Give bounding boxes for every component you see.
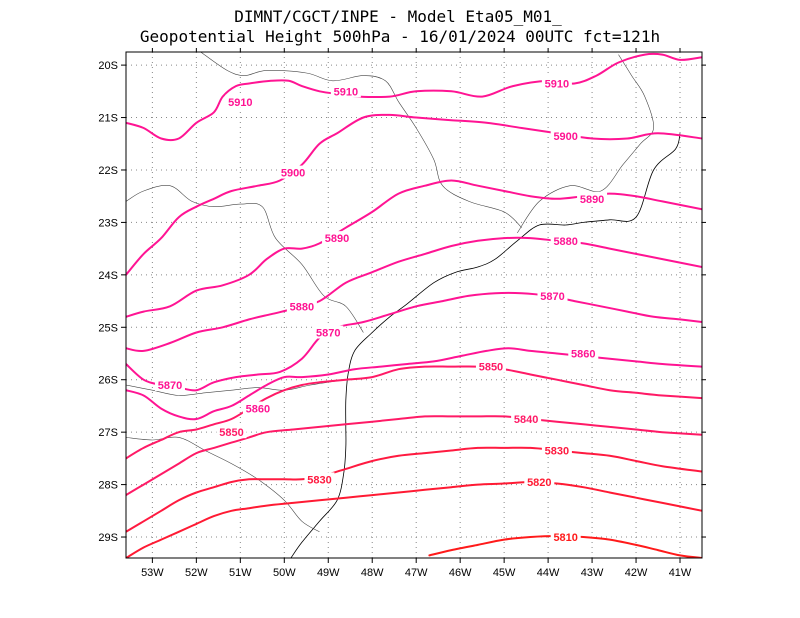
title-line-1: DIMNT/CGCT/INPE - Model Eta05_M01_ <box>234 7 562 26</box>
contour-label-bg <box>225 94 256 108</box>
contour-label-bg <box>524 474 555 488</box>
latitude-axis: 20S 21S 22S 23S 24S 25S 26S 27S 28S 29S <box>98 60 706 544</box>
lon-tick-label: 53W <box>141 567 164 579</box>
contour-label-5900: 5900 <box>553 131 577 143</box>
lon-tick-label: 50W <box>273 567 296 579</box>
contour-label-5880: 5880 <box>553 236 577 248</box>
lat-tick-label: 25S <box>98 322 118 334</box>
contour-5870 <box>126 291 702 392</box>
lat-tick-label: 27S <box>98 427 118 439</box>
contour-label-5880: 5880 <box>290 301 314 313</box>
contour-5850 <box>126 365 702 460</box>
contour-label-bg <box>550 530 581 544</box>
contour-5910 <box>126 52 702 142</box>
lat-lon-grid <box>126 52 702 558</box>
contour-label-bg <box>577 191 608 205</box>
lon-tick-label: 43W <box>581 567 604 579</box>
state-border <box>126 379 346 396</box>
contour-label-bg <box>537 288 568 302</box>
lon-tick-label: 41W <box>669 567 692 579</box>
lat-tick-label: 28S <box>98 480 118 492</box>
contour-label-bg <box>313 325 344 339</box>
longitude-axis: 53W 52W 51W 50W 49W 48W 47W 46W 45W 44W 43W 42W 41W <box>141 48 692 579</box>
contour-label-5860: 5860 <box>571 349 595 361</box>
contour-label-5850: 5850 <box>219 427 243 439</box>
contour-labels: 5910 5910 5910 5900 5900 5890 5890 5880 5880 5870… <box>154 76 608 544</box>
contour-label-5870: 5870 <box>158 380 182 392</box>
height-contours <box>126 52 702 558</box>
contour-label-bg <box>216 425 247 439</box>
lon-tick-label: 49W <box>317 567 340 579</box>
contour-label-bg <box>322 231 353 245</box>
contour-label-5860: 5860 <box>246 404 270 416</box>
contour-label-bg <box>541 443 572 457</box>
contour-label-bg <box>541 76 572 90</box>
lon-tick-label: 51W <box>229 567 252 579</box>
contour-label-bg <box>475 359 506 373</box>
contour-label-5890: 5890 <box>580 194 604 206</box>
contour-label-5910: 5910 <box>545 78 569 90</box>
contour-label-5890: 5890 <box>325 233 349 245</box>
lat-tick-label: 22S <box>98 165 118 177</box>
contour-label-bg <box>550 233 581 247</box>
lon-tick-label: 52W <box>185 567 208 579</box>
contour-label-5870: 5870 <box>540 291 564 303</box>
contour-label-5850: 5850 <box>479 362 503 374</box>
contour-label-5910: 5910 <box>228 97 252 109</box>
lon-tick-label: 42W <box>625 567 648 579</box>
state-border <box>126 436 320 533</box>
contour-5830 <box>126 446 702 533</box>
contour-label-bg <box>568 346 599 360</box>
contour-label-5840: 5840 <box>514 414 538 426</box>
contour-label-bg <box>511 412 542 426</box>
lat-tick-label: 24S <box>98 270 118 282</box>
contour-label-5910: 5910 <box>334 86 358 98</box>
contour-5890 <box>126 179 702 318</box>
lon-tick-label: 47W <box>405 567 428 579</box>
lon-tick-label: 44W <box>537 567 560 579</box>
lon-tick-label: 48W <box>361 567 384 579</box>
contour-label-5870: 5870 <box>316 328 340 340</box>
title-line-2: Geopotential Height 500hPa - 16/01/2024 … <box>140 27 660 46</box>
contour-label-bg <box>242 401 273 415</box>
lat-tick-label: 23S <box>98 217 118 229</box>
lat-tick-label: 20S <box>98 60 118 72</box>
contour-label-5830: 5830 <box>307 474 331 486</box>
contour-label-5810: 5810 <box>553 532 577 544</box>
lat-tick-label: 29S <box>98 532 118 544</box>
contour-label-5900: 5900 <box>281 168 305 180</box>
contour-label-bg <box>330 84 361 98</box>
plot-frame <box>125 51 703 559</box>
lat-tick-label: 26S <box>98 375 118 387</box>
contour-label-bg <box>304 472 335 486</box>
contour-5840 <box>126 415 702 497</box>
lon-tick-label: 46W <box>449 567 472 579</box>
coastline-and-borders <box>126 52 681 558</box>
lon-tick-label: 45W <box>493 567 516 579</box>
contour-label-bg <box>154 377 185 391</box>
lat-tick-label: 21S <box>98 113 118 125</box>
contour-label-5830: 5830 <box>545 446 569 458</box>
state-border <box>200 52 522 228</box>
state-border <box>517 54 654 234</box>
contour-5900 <box>126 113 702 276</box>
contour-label-5820: 5820 <box>527 477 551 489</box>
contour-label-bg <box>550 128 581 142</box>
coastline <box>290 133 681 558</box>
contour-5820 <box>126 481 702 558</box>
contour-5880 <box>126 236 702 353</box>
contour-label-bg <box>278 165 309 179</box>
contour-label-bg <box>286 299 317 313</box>
